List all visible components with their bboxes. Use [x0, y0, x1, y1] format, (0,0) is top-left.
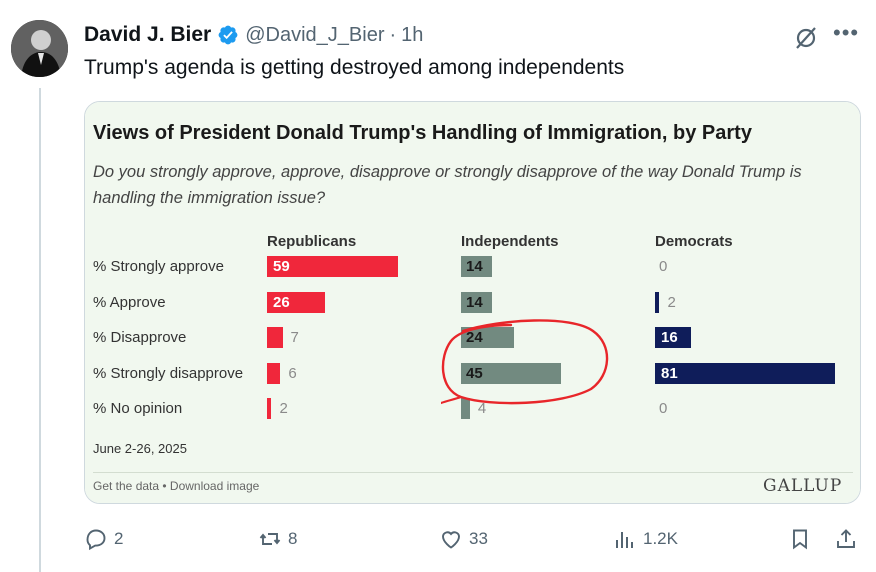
verified-badge-icon[interactable]: [217, 24, 239, 46]
author-name[interactable]: David J. Bier: [84, 23, 212, 46]
repost-button[interactable]: 8: [258, 522, 297, 556]
data-label-republicans: 26: [273, 293, 290, 311]
bookmark-icon: [793, 529, 807, 550]
chart-image: Views of President Donald Trump's Handli…: [85, 102, 860, 503]
tweet-header: David J. Bier @David_J_Bier · 1h: [84, 22, 423, 48]
bar-independents: [461, 362, 561, 384]
header-separator: ·: [389, 23, 397, 46]
media-card[interactable]: Views of President Donald Trump's Handli…: [84, 101, 861, 504]
action-bar: 2 8 33 1.2K: [0, 522, 876, 556]
like-button[interactable]: 33: [439, 522, 488, 556]
data-label-republicans: 6: [288, 364, 297, 382]
get-data-links[interactable]: Get the data • Download image: [93, 479, 260, 493]
bar-independents: [461, 256, 493, 277]
data-label-independents: 4: [477, 400, 487, 417]
bar-republicans: [267, 327, 283, 348]
repost-icon: [259, 533, 281, 545]
date-range: June 2-26, 2025: [93, 441, 187, 456]
chart-question: Do you strongly approve, approve, disapp…: [93, 163, 802, 207]
reply-icon: [86, 529, 106, 551]
view-count: 1.2K: [643, 529, 678, 548]
data-label-independents: 14: [466, 258, 483, 275]
row-label: % No opinion: [93, 400, 183, 417]
data-label-democrats: 0: [659, 258, 668, 275]
more-options-icon[interactable]: •••: [833, 20, 860, 45]
row-label: % Approve: [93, 293, 166, 311]
tweet-text: Trump's agenda is getting destroyed amon…: [84, 56, 625, 79]
data-label-independents: 45: [466, 364, 483, 382]
avatar-photo: [11, 20, 68, 77]
share-button[interactable]: [834, 522, 858, 556]
thread-line: [39, 88, 41, 572]
column-header-democrats: Democrats: [655, 233, 733, 250]
bar-independents: [461, 291, 493, 313]
bar-democrats: [655, 291, 660, 313]
avatar[interactable]: [11, 20, 68, 77]
bar-republicans: [267, 362, 281, 384]
chart-title: Views of President Donald Trump's Handli…: [93, 122, 752, 144]
bar-democrats: [655, 362, 835, 384]
reply-count: 2: [114, 529, 124, 548]
row-label: % Strongly disapprove: [93, 364, 244, 382]
bar-independents: [461, 327, 515, 348]
data-label-democrats: 81: [661, 364, 678, 382]
row-label: % Disapprove: [93, 329, 187, 346]
bar-democrats: [655, 327, 691, 348]
data-label-republicans: 2: [279, 400, 288, 417]
grok-icon[interactable]: [793, 25, 819, 51]
column-header-independents: Independents: [461, 233, 559, 250]
reply-button[interactable]: 2: [84, 522, 123, 556]
bookmark-button[interactable]: [788, 522, 812, 556]
bar-independents: [461, 398, 470, 419]
column-header-republicans: Republicans: [267, 233, 357, 250]
data-label-independents: 14: [466, 293, 483, 311]
data-label-independents: 24: [466, 329, 483, 346]
views-button[interactable]: 1.2K: [613, 522, 678, 556]
data-label-republicans: 59: [273, 258, 290, 275]
gallup-logo: GALLUP: [763, 476, 843, 496]
views-icon: [616, 532, 633, 548]
data-label-democrats: 0: [659, 400, 668, 417]
like-count: 33: [469, 529, 488, 548]
card-divider: [93, 472, 853, 473]
author-handle[interactable]: @David_J_Bier: [245, 23, 385, 46]
timestamp[interactable]: 1h: [401, 23, 424, 46]
row-label: % Strongly approve: [93, 258, 224, 275]
heart-icon: [442, 531, 460, 549]
bar-republicans: [267, 291, 325, 313]
data-label-democrats: 2: [667, 293, 676, 311]
bar-republicans: [267, 398, 272, 419]
repost-count: 8: [288, 529, 298, 548]
data-label-democrats: 16: [661, 329, 678, 346]
share-icon: [837, 529, 855, 548]
bar-republicans: [267, 256, 398, 277]
annotation-circle: [441, 319, 609, 405]
data-label-republicans: 7: [290, 329, 299, 346]
